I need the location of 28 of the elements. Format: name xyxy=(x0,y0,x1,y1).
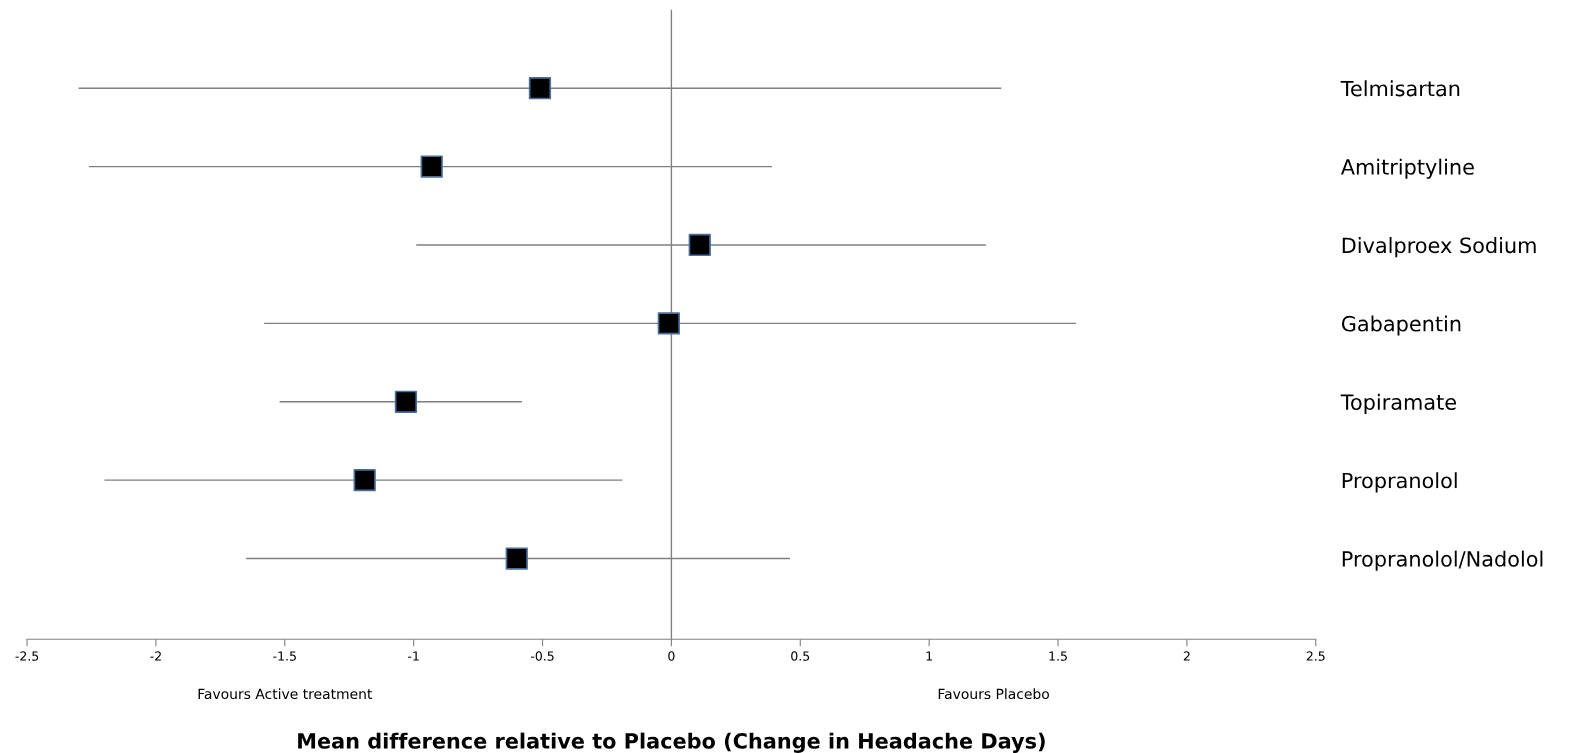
x-tick-label: 1 xyxy=(926,651,932,661)
point xyxy=(394,390,418,413)
y-tick-label: Telmisartan xyxy=(1340,80,1460,97)
x-tick-label: -2 xyxy=(150,651,161,661)
x-tick-label: 2.5 xyxy=(1306,651,1325,661)
text: Favours Active treatment xyxy=(198,688,373,700)
x-tick-label: 0.5 xyxy=(791,651,810,661)
x-tick-label: -1.5 xyxy=(273,651,296,661)
x-axis-title: Mean difference relative to Placebo (Change in Headache Days) xyxy=(298,732,1045,753)
point xyxy=(353,469,376,492)
point xyxy=(688,233,711,257)
point xyxy=(528,77,552,100)
y-tick-label: Gabapentin xyxy=(1341,315,1461,336)
x-tick-label: 2 xyxy=(1183,651,1190,661)
point xyxy=(505,547,528,570)
x-tick-label: -1 xyxy=(408,651,419,661)
y-tick-label: Propranolol xyxy=(1342,472,1457,493)
y-tick-label: Divalproex Sodium xyxy=(1342,237,1536,258)
y-tick-label: Propranolol/Nadolol xyxy=(1342,550,1543,571)
x-tick-label: -2.5 xyxy=(15,651,39,661)
x-tick-label: 0 xyxy=(668,651,675,661)
y-tick-label: Amitriptyline xyxy=(1340,158,1474,179)
x-tick-label: -0.5 xyxy=(530,651,554,661)
point xyxy=(420,155,443,178)
point xyxy=(657,312,680,335)
x-tick-label: 1.5 xyxy=(1049,651,1067,661)
text: Favours Placebo xyxy=(938,688,1049,700)
y-tick-label: Topiramate xyxy=(1340,393,1456,415)
